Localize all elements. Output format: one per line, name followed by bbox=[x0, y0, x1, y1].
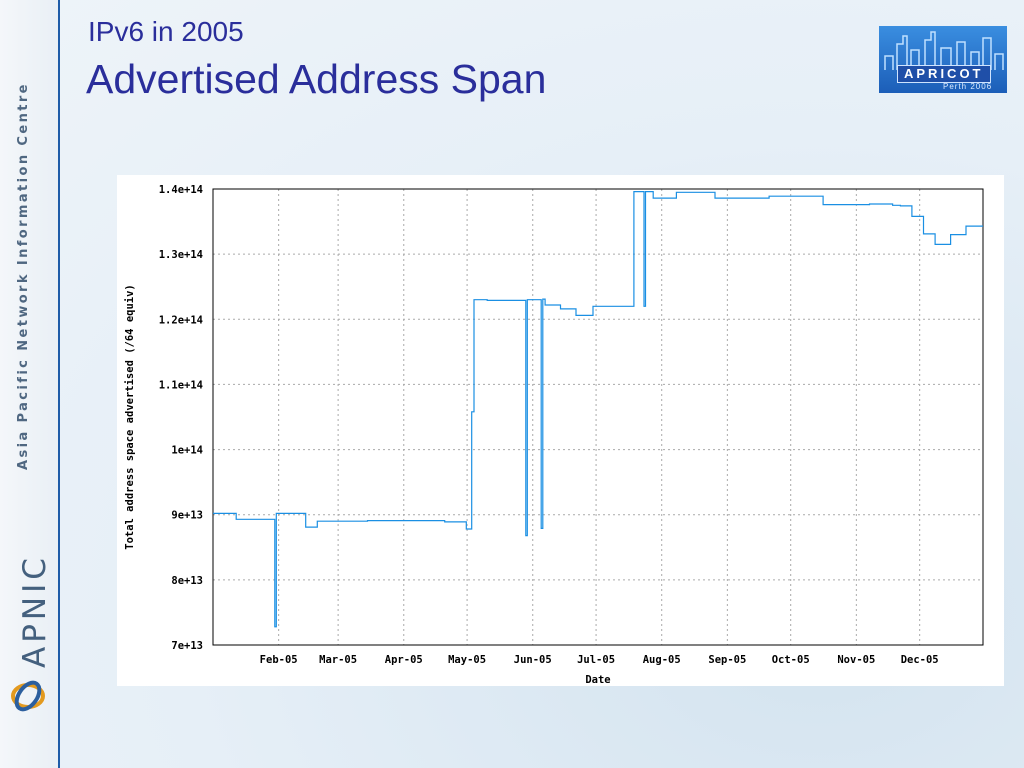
sidebar-divider bbox=[58, 0, 60, 768]
y-tick-label: 1.2e+14 bbox=[159, 314, 203, 326]
logo-subtitle: Perth 2006 bbox=[943, 82, 993, 91]
y-tick-label: 9e+13 bbox=[171, 510, 203, 522]
x-tick-label: May-05 bbox=[448, 654, 486, 666]
x-tick-label: Jun-05 bbox=[514, 654, 552, 666]
y-tick-label: 1.1e+14 bbox=[159, 379, 203, 391]
x-tick-label: Mar-05 bbox=[319, 654, 357, 666]
x-tick-label: Sep-05 bbox=[708, 654, 746, 666]
y-axis-title: Total address space advertised (/64 equi… bbox=[124, 284, 136, 550]
y-tick-label: 1e+14 bbox=[171, 445, 203, 457]
x-tick-label: Dec-05 bbox=[901, 654, 939, 666]
x-tick-label: Feb-05 bbox=[260, 654, 298, 666]
series-line bbox=[213, 191, 983, 628]
apnic-brand-text: APNIC bbox=[17, 554, 53, 668]
apricot-logo: APRICOT Perth 2006 bbox=[879, 26, 1007, 93]
address-span-chart: 7e+13 8e+13 9e+13 1e+14 1.1e+14 1.2e+14 1.3e+1… bbox=[124, 184, 984, 686]
x-tick-label: Oct-05 bbox=[772, 654, 810, 666]
y-tick-label: 1.3e+14 bbox=[159, 249, 203, 261]
apnic-logo-icon bbox=[6, 676, 50, 721]
x-tick-label: Nov-05 bbox=[837, 654, 875, 666]
chart-panel: 7e+13 8e+13 9e+13 1e+14 1.1e+14 1.2e+14 1.3e+1… bbox=[117, 175, 1004, 686]
sidebar: Asia Pacific Network Information Centre … bbox=[0, 0, 60, 768]
y-tick-label: 7e+13 bbox=[171, 640, 203, 652]
x-tick-label: Apr-05 bbox=[385, 654, 423, 666]
gridlines bbox=[213, 188, 983, 646]
x-tick-labels: Feb-05 Mar-05 Apr-05 May-05 Jun-05 Jul-05 Aug-… bbox=[260, 654, 939, 666]
x-tick-label: Aug-05 bbox=[643, 654, 681, 666]
slide-title: Advertised Address Span bbox=[86, 56, 547, 102]
plot-area-frame bbox=[212, 188, 984, 646]
logo-wordmark: APRICOT bbox=[897, 65, 991, 83]
x-tick-label: Jul-05 bbox=[577, 654, 615, 666]
y-tick-label: 8e+13 bbox=[171, 575, 203, 587]
org-name-text: Asia Pacific Network Information Centre bbox=[16, 82, 31, 470]
y-tick-labels: 7e+13 8e+13 9e+13 1e+14 1.1e+14 1.2e+14 1.3e+1… bbox=[159, 184, 203, 652]
slide-supertitle: IPv6 in 2005 bbox=[88, 16, 244, 47]
skyline-icon bbox=[884, 31, 1004, 70]
y-tick-label: 1.4e+14 bbox=[159, 184, 203, 196]
x-axis-title: Date bbox=[585, 674, 610, 686]
